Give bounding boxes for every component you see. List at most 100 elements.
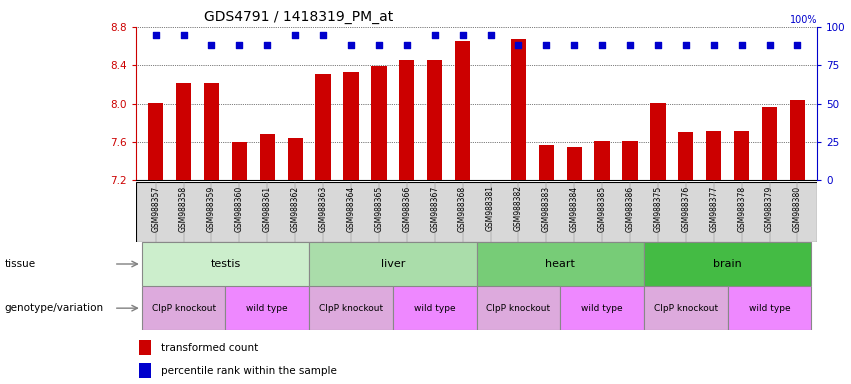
Text: wild type: wild type — [414, 304, 455, 313]
Point — [372, 42, 386, 48]
Text: GSM988360: GSM988360 — [235, 185, 244, 232]
Point — [651, 42, 665, 48]
Bar — [288, 138, 303, 180]
Point — [344, 42, 357, 48]
Bar — [371, 66, 386, 180]
Text: liver: liver — [380, 259, 405, 269]
Point — [149, 31, 163, 38]
Point — [205, 42, 219, 48]
Text: ClpP knockout: ClpP knockout — [654, 304, 718, 313]
Bar — [706, 131, 722, 180]
Bar — [560, 286, 644, 330]
Text: wild type: wild type — [581, 304, 623, 313]
Bar — [260, 134, 275, 180]
Text: GSM988363: GSM988363 — [318, 185, 328, 232]
Text: wild type: wild type — [749, 304, 791, 313]
Point — [596, 42, 609, 48]
Bar — [316, 74, 331, 180]
Point — [762, 42, 776, 48]
Bar — [231, 142, 247, 180]
Point — [260, 42, 274, 48]
Text: GSM988357: GSM988357 — [151, 185, 160, 232]
Point — [568, 42, 581, 48]
Text: heart: heart — [545, 259, 575, 269]
Text: wild type: wild type — [247, 304, 288, 313]
Text: genotype/variation: genotype/variation — [4, 303, 103, 313]
Bar — [140, 340, 151, 355]
Bar — [734, 131, 749, 180]
Text: GSM988375: GSM988375 — [654, 185, 662, 232]
Bar — [678, 132, 694, 180]
Text: GSM988365: GSM988365 — [374, 185, 384, 232]
Point — [428, 31, 442, 38]
Text: GSM988366: GSM988366 — [403, 185, 411, 232]
Text: GSM988378: GSM988378 — [737, 185, 746, 232]
Text: GSM988376: GSM988376 — [682, 185, 690, 232]
Bar — [477, 286, 560, 330]
Text: transformed count: transformed count — [161, 343, 258, 353]
Text: brain: brain — [713, 259, 742, 269]
Text: GSM988384: GSM988384 — [569, 185, 579, 232]
Bar — [539, 145, 554, 180]
Bar — [644, 286, 728, 330]
Point — [177, 31, 191, 38]
Bar — [427, 61, 443, 180]
Bar — [140, 363, 151, 378]
Point — [734, 42, 748, 48]
Text: GSM988359: GSM988359 — [207, 185, 216, 232]
Bar — [309, 286, 393, 330]
Text: GSM988385: GSM988385 — [597, 185, 607, 232]
Bar — [148, 103, 163, 180]
Text: GSM988383: GSM988383 — [542, 185, 551, 232]
Bar — [142, 286, 226, 330]
Text: GSM988368: GSM988368 — [458, 185, 467, 232]
Bar — [650, 103, 665, 180]
Text: GSM988382: GSM988382 — [514, 185, 523, 232]
Text: GSM988381: GSM988381 — [486, 185, 495, 232]
Point — [511, 42, 525, 48]
Bar — [567, 147, 582, 180]
Bar — [728, 286, 811, 330]
Text: GSM988364: GSM988364 — [346, 185, 356, 232]
Text: GSM988367: GSM988367 — [431, 185, 439, 232]
Point — [791, 42, 804, 48]
Bar — [790, 100, 805, 180]
Text: percentile rank within the sample: percentile rank within the sample — [161, 366, 336, 376]
Point — [540, 42, 553, 48]
Bar — [762, 107, 777, 180]
Point — [456, 31, 470, 38]
Point — [232, 42, 246, 48]
Bar — [595, 141, 610, 180]
Bar — [511, 40, 526, 180]
Point — [317, 31, 330, 38]
Text: GSM988379: GSM988379 — [765, 185, 774, 232]
Text: 100%: 100% — [790, 15, 817, 25]
Bar — [226, 286, 309, 330]
Text: GSM988386: GSM988386 — [625, 185, 635, 232]
Bar — [204, 83, 220, 180]
Point — [707, 42, 721, 48]
Text: testis: testis — [210, 259, 241, 269]
Bar — [343, 72, 358, 180]
Bar — [309, 242, 477, 286]
Point — [400, 42, 414, 48]
Bar — [455, 41, 471, 180]
Bar — [142, 242, 309, 286]
Text: GSM988377: GSM988377 — [709, 185, 718, 232]
Bar — [393, 286, 477, 330]
Text: ClpP knockout: ClpP knockout — [319, 304, 383, 313]
Text: GDS4791 / 1418319_PM_at: GDS4791 / 1418319_PM_at — [204, 10, 393, 25]
Text: ClpP knockout: ClpP knockout — [487, 304, 551, 313]
Text: GSM988362: GSM988362 — [291, 185, 300, 232]
Text: GSM988380: GSM988380 — [793, 185, 802, 232]
Text: tissue: tissue — [4, 259, 36, 269]
Bar — [622, 141, 637, 180]
Bar — [399, 60, 414, 180]
Text: ClpP knockout: ClpP knockout — [151, 304, 215, 313]
Point — [483, 31, 497, 38]
Text: GSM988358: GSM988358 — [179, 185, 188, 232]
Bar — [644, 242, 811, 286]
Text: GSM988361: GSM988361 — [263, 185, 271, 232]
Bar — [477, 242, 644, 286]
Point — [288, 31, 302, 38]
